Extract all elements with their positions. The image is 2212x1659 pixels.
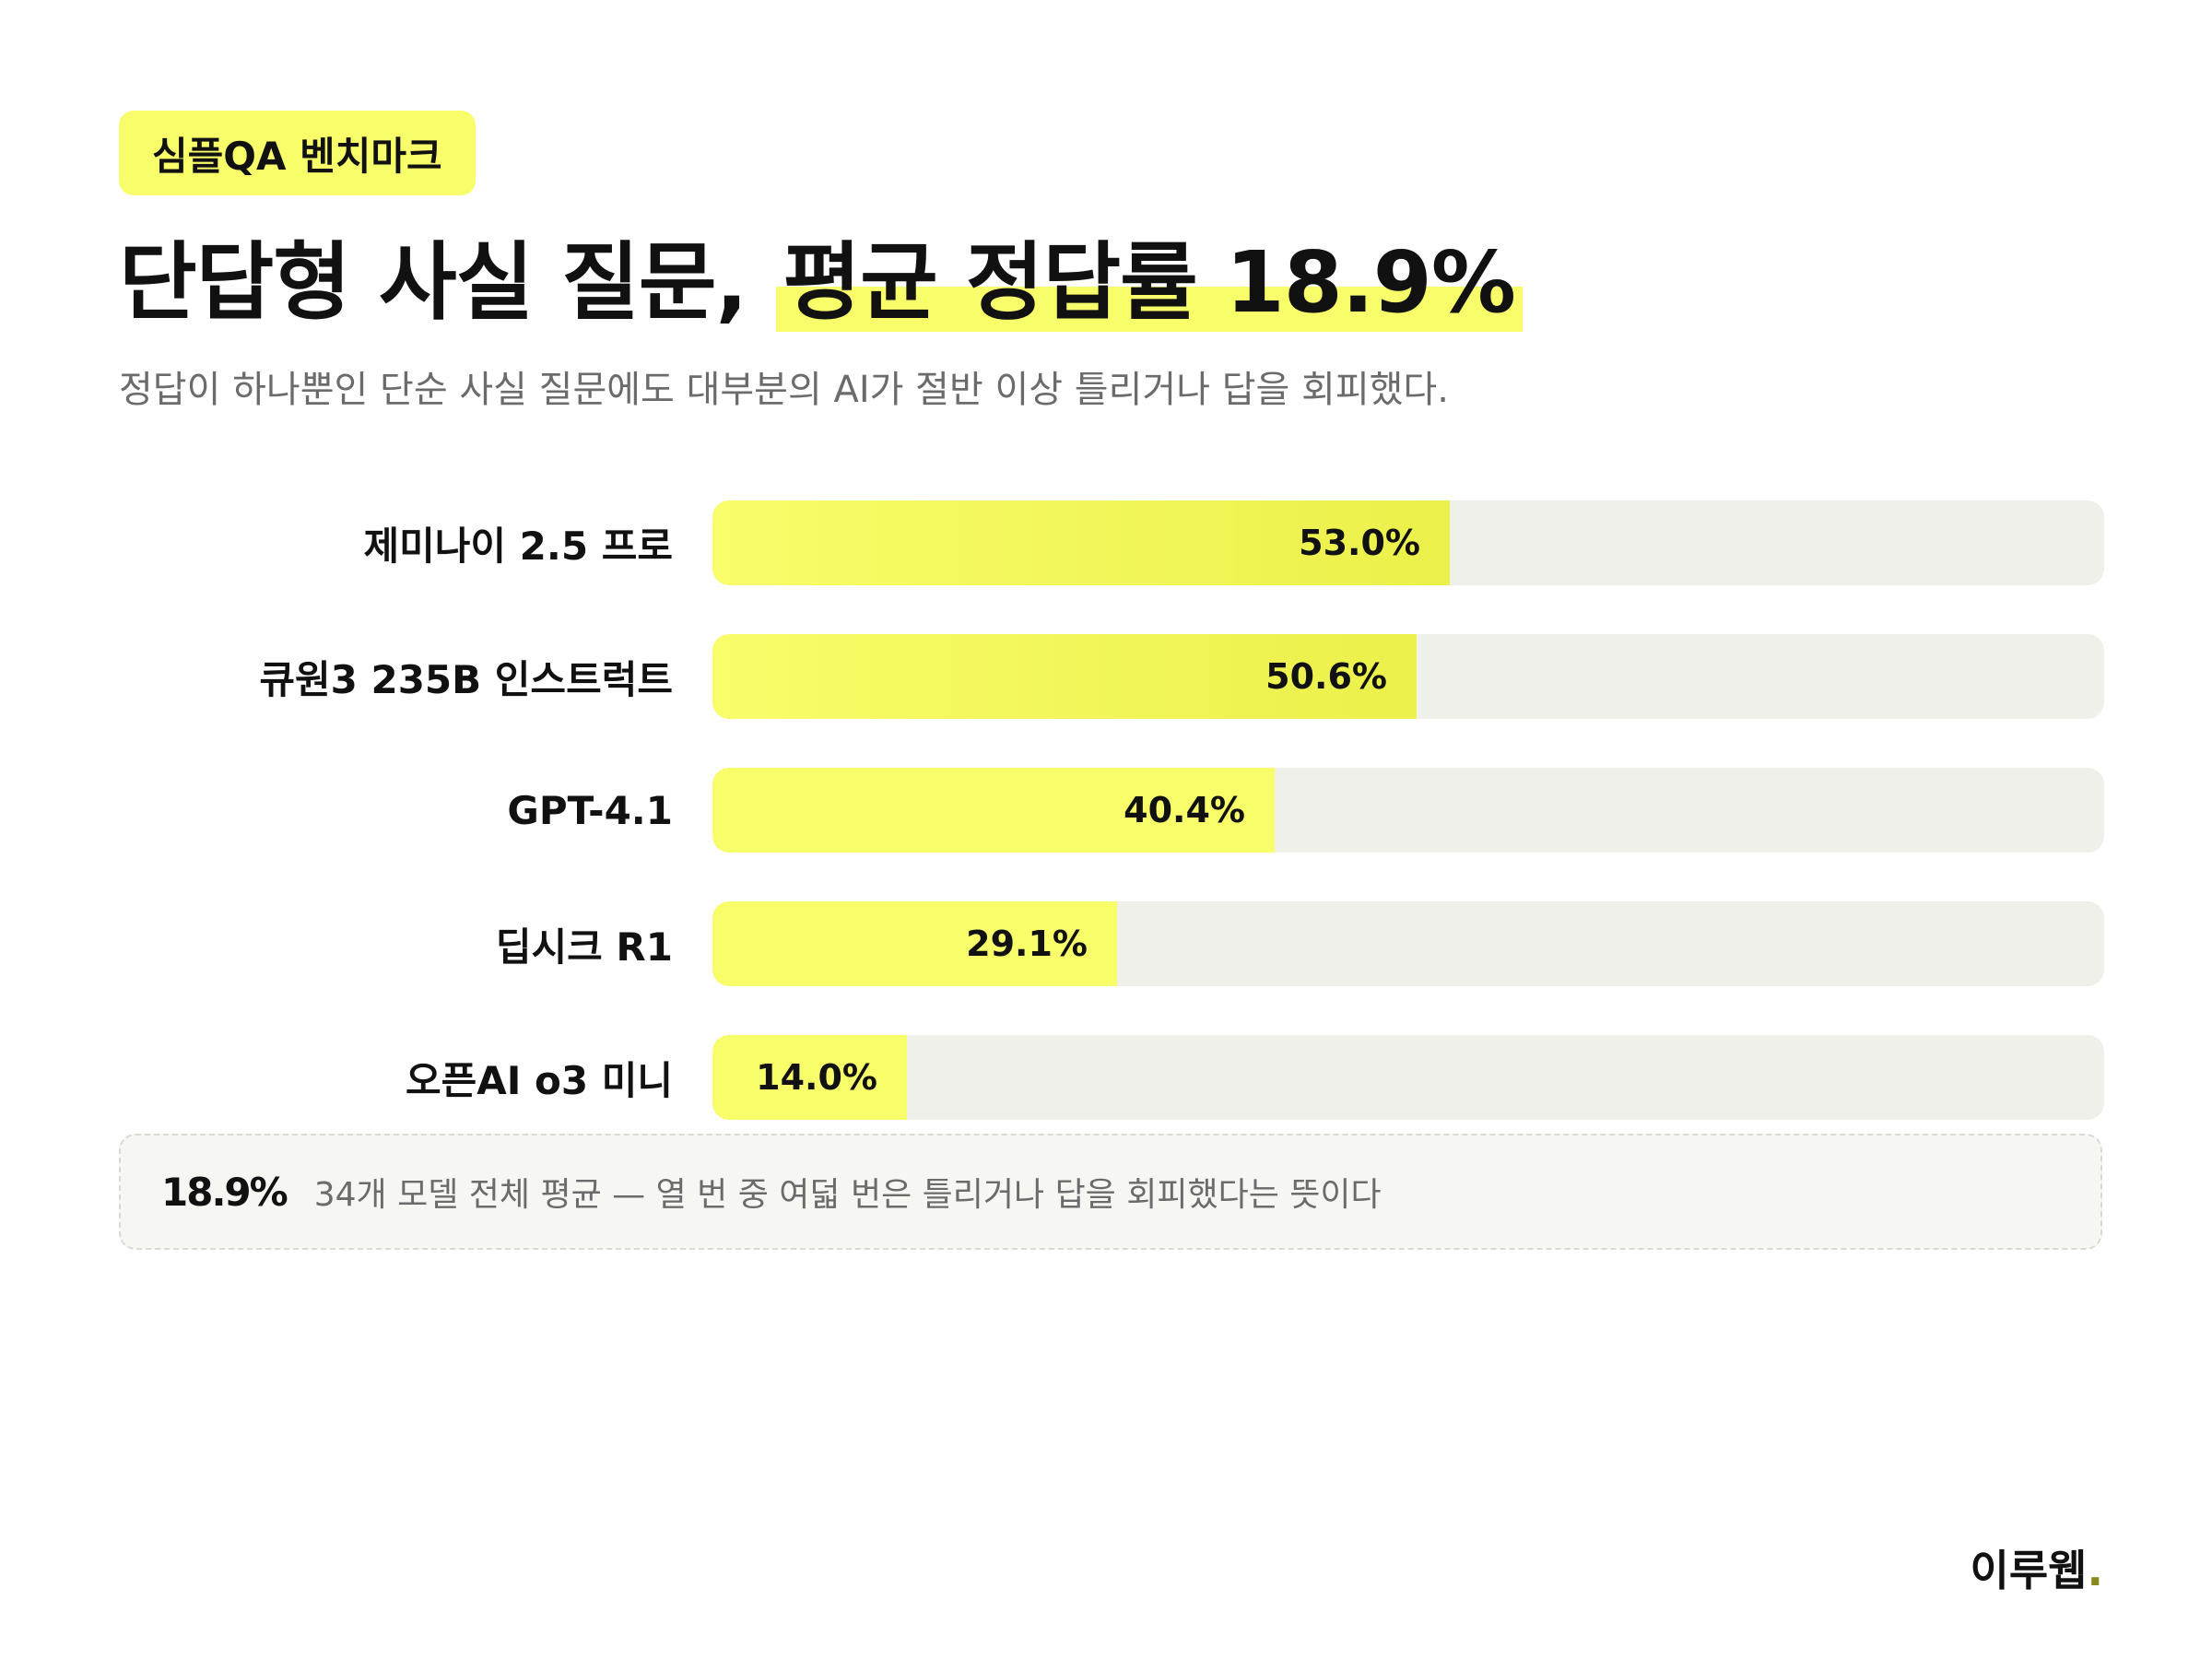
headline-highlight: 평균 정답률 18.9% — [775, 233, 1523, 332]
bar-value-label: 29.1% — [966, 924, 1088, 964]
bar — [712, 768, 1275, 853]
headline: 단답형 사실 질문, 평균 정답률 18.9% — [119, 232, 1523, 334]
bar — [712, 901, 1117, 986]
bar-category-label: 오픈AI o3 미니 — [405, 1057, 673, 1103]
bar — [712, 634, 1417, 719]
brand-dot: . — [2087, 1546, 2103, 1595]
bar-value-label: 14.0% — [756, 1057, 877, 1098]
bar-track: 40.4% — [712, 768, 2104, 853]
bar-category-label: 딥시크 R1 — [495, 924, 673, 970]
bar-row: 오픈AI o3 미니 14.0% — [0, 1035, 2212, 1120]
average-value: 18.9% — [161, 1169, 288, 1215]
benchmark-tag: 심플QA 벤치마크 — [119, 111, 476, 195]
average-note: 18.9% 34개 모델 전체 평균 — 열 번 중 여덟 번은 틀리거나 답을… — [119, 1134, 2102, 1250]
bar-value-label: 53.0% — [1299, 523, 1420, 563]
bar-value-label: 40.4% — [1124, 790, 1245, 830]
bar-track: 50.6% — [712, 634, 2104, 719]
bar-row: GPT-4.1 40.4% — [0, 768, 2212, 853]
bar — [712, 1035, 907, 1120]
bar-value-label: 50.6% — [1265, 656, 1387, 697]
average-description: 34개 모델 전체 평균 — 열 번 중 여덟 번은 틀리거나 답을 회피했다는… — [313, 1176, 1382, 1214]
brand-logo: 이루웹. — [1971, 1537, 2103, 1598]
bar-track: 29.1% — [712, 901, 2104, 986]
subtitle: 정답이 하나뿐인 단순 사실 질문에도 대부분의 AI가 절반 이상 틀리거나 … — [119, 369, 1449, 411]
bar-row: 제미나이 2.5 프로 53.0% — [0, 500, 2212, 585]
bar-track: 14.0% — [712, 1035, 2104, 1120]
bar-row: 큐원3 235B 인스트럭트 50.6% — [0, 634, 2212, 719]
headline-lead: 단답형 사실 질문, — [119, 233, 776, 332]
bar-category-label: GPT-4.1 — [507, 787, 673, 833]
brand-name: 이루웹 — [1970, 1546, 2088, 1595]
bar-category-label: 제미나이 2.5 프로 — [363, 523, 674, 569]
bar-category-label: 큐원3 235B 인스트럭트 — [259, 656, 673, 702]
bar-track: 53.0% — [712, 500, 2104, 585]
bar-row: 딥시크 R1 29.1% — [0, 901, 2212, 986]
bar — [712, 500, 1450, 585]
